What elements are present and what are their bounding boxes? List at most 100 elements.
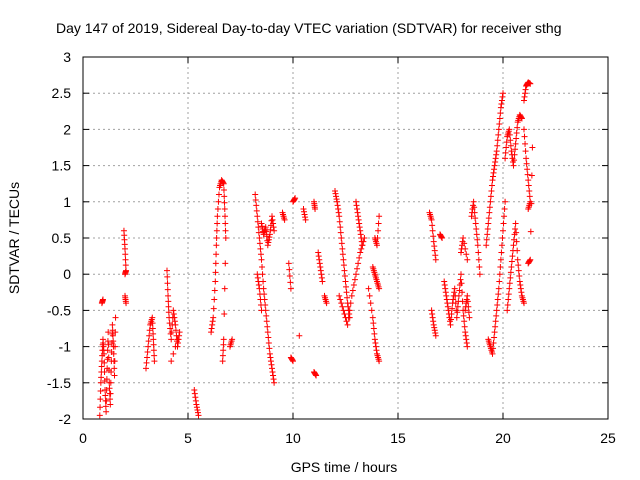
data-point xyxy=(257,301,264,308)
data-point xyxy=(490,339,497,346)
data-point xyxy=(486,204,493,211)
data-point xyxy=(170,350,177,357)
chart-title: Day 147 of 2019, Sidereal Day-to-day VTE… xyxy=(56,20,562,36)
data-point xyxy=(112,329,119,336)
data-point xyxy=(349,287,356,294)
data-point xyxy=(220,179,227,186)
data-point xyxy=(105,354,112,361)
data-point xyxy=(491,329,498,336)
data-point xyxy=(501,206,508,213)
data-point xyxy=(267,226,274,233)
data-point xyxy=(208,329,215,336)
data-point xyxy=(339,303,346,310)
data-point xyxy=(522,90,529,97)
data-point xyxy=(453,314,460,321)
data-point xyxy=(215,198,222,205)
data-point xyxy=(107,401,114,408)
data-point xyxy=(518,115,525,122)
data-point xyxy=(268,361,275,368)
data-point xyxy=(317,267,324,274)
data-point xyxy=(107,390,114,397)
data-point xyxy=(221,193,228,200)
data-point xyxy=(151,352,158,359)
data-point xyxy=(263,312,270,319)
data-point xyxy=(213,242,220,249)
data-point xyxy=(507,274,514,281)
data-point xyxy=(525,177,532,184)
data-point xyxy=(366,292,373,299)
data-point xyxy=(255,282,262,289)
data-point xyxy=(492,323,499,330)
data-point xyxy=(323,300,330,307)
data-point xyxy=(172,327,179,334)
data-point xyxy=(340,307,347,314)
data-point xyxy=(219,358,226,365)
data-point xyxy=(495,285,502,292)
data-point xyxy=(464,292,471,299)
data-point xyxy=(222,235,229,241)
data-point xyxy=(489,177,496,184)
data-point xyxy=(464,343,471,350)
data-point xyxy=(257,251,264,258)
data-point xyxy=(496,278,503,285)
data-point xyxy=(220,347,227,354)
data-point xyxy=(521,97,527,104)
data-point xyxy=(525,206,532,213)
data-point xyxy=(165,292,172,299)
data-point xyxy=(105,341,112,348)
data-point xyxy=(292,195,299,202)
data-point xyxy=(457,276,464,283)
x-tick-label: 0 xyxy=(79,430,87,446)
data-point xyxy=(192,394,199,401)
data-point xyxy=(263,233,270,240)
data-point xyxy=(222,213,229,220)
data-point xyxy=(506,126,513,133)
data-point xyxy=(521,133,528,140)
data-point xyxy=(354,265,361,272)
data-point xyxy=(122,262,129,269)
data-point xyxy=(351,276,358,283)
data-point xyxy=(527,80,534,87)
data-point xyxy=(333,196,340,203)
data-point xyxy=(497,104,504,111)
data-point xyxy=(318,271,325,278)
data-point xyxy=(513,238,520,245)
data-point xyxy=(164,267,170,274)
data-point xyxy=(316,256,323,263)
x-tick-label: 15 xyxy=(390,430,406,446)
data-point xyxy=(122,245,128,252)
grid-lines xyxy=(83,57,608,419)
data-point xyxy=(101,368,108,375)
data-point xyxy=(210,314,217,321)
data-point xyxy=(450,296,457,303)
data-point xyxy=(504,307,511,314)
data-point xyxy=(252,191,259,198)
data-point xyxy=(506,285,513,292)
data-point xyxy=(505,291,512,298)
data-point xyxy=(485,220,492,227)
data-point xyxy=(348,292,355,299)
data-point xyxy=(264,329,271,336)
data-point xyxy=(522,86,529,93)
data-point xyxy=(505,296,512,303)
data-point xyxy=(491,166,498,173)
data-point xyxy=(346,307,353,314)
data-point xyxy=(459,289,466,296)
data-point xyxy=(164,286,171,293)
y-tick-label: -0.5 xyxy=(47,302,71,318)
data-point xyxy=(220,187,227,194)
data-point xyxy=(285,260,292,267)
data-point xyxy=(315,249,322,256)
data-point xyxy=(211,287,218,294)
data-point xyxy=(220,180,227,187)
data-point xyxy=(466,314,473,321)
data-point xyxy=(458,271,464,278)
data-point xyxy=(170,307,177,314)
data-point xyxy=(343,318,350,325)
plot-frame xyxy=(82,56,609,420)
data-point xyxy=(367,300,374,307)
data-point xyxy=(111,358,118,365)
x-axis-ticks: 0 5 10 15 20 25 xyxy=(79,57,616,446)
data-point xyxy=(462,329,469,336)
data-point xyxy=(268,217,275,224)
